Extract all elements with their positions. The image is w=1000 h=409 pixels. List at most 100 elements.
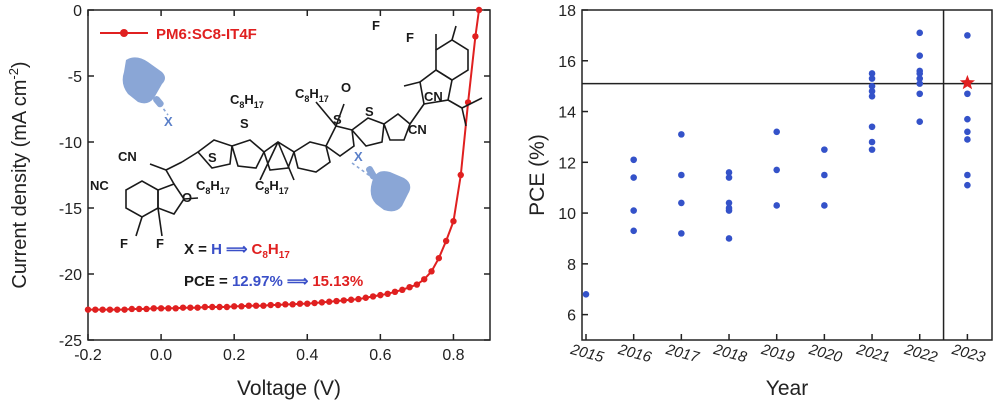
- y-tick-label: 8: [567, 257, 576, 274]
- atom-label-f-4: F: [406, 30, 414, 45]
- pce-point: [916, 80, 924, 87]
- bond: [461, 97, 483, 109]
- y-tick-label: 10: [558, 206, 576, 223]
- alkyl-chain-label-3: C8H17: [196, 178, 230, 196]
- jv-legend: PM6:SC8-IT4F: [100, 26, 257, 43]
- jv-point: [406, 284, 413, 291]
- pce-point: [868, 75, 876, 82]
- jv-point: [194, 304, 201, 311]
- jv-point: [442, 237, 450, 245]
- jv-point: [252, 302, 260, 309]
- bond: [135, 216, 143, 237]
- pce-point: [868, 123, 876, 131]
- jv-point: [121, 306, 128, 313]
- y-tick-label: -5: [68, 69, 82, 86]
- pce-point: [964, 32, 971, 39]
- jv-point: [311, 299, 318, 307]
- jv-point: [128, 305, 136, 313]
- jv-point: [187, 304, 194, 311]
- pce-year-figure: 6 8 10 12 14 16 18 2015 2016 2017 2018 2019 2020 2021…: [526, 3, 993, 400]
- jv-point: [472, 33, 479, 40]
- pce-point: [773, 128, 780, 136]
- pce-point: [630, 207, 637, 214]
- thiophene-ring-4: [383, 112, 411, 141]
- x-axis-label: Voltage (V): [237, 377, 341, 400]
- pce-point: [964, 128, 971, 136]
- bond: [183, 197, 199, 200]
- jv-point: [435, 254, 443, 262]
- pce-point: [678, 230, 685, 237]
- jv-series: [84, 6, 483, 313]
- pce-point: [916, 118, 924, 125]
- jv-point: [384, 290, 391, 297]
- jv-point: [238, 303, 245, 310]
- pce-point: [916, 70, 924, 77]
- jv-curve-line: [88, 9, 480, 311]
- jv-point: [428, 268, 435, 275]
- x-tick-label: 0.6: [369, 347, 391, 364]
- y-axis-label: Current density (mA cm-2): [6, 61, 31, 288]
- pce-annotation: PCE = 12.97% ⟹ 15.13%: [184, 273, 363, 290]
- svg-text:C8H17: C8H17: [196, 178, 230, 196]
- pce-point: [868, 70, 876, 77]
- pce-point: [630, 156, 637, 164]
- x-axis-label: Year: [766, 377, 808, 400]
- jv-point: [340, 297, 348, 304]
- x-tick-label: 2020: [806, 341, 844, 366]
- pce-axes: 6 8 10 12 14 16 18 2015 2016 2017 2018 2019 2020 2021…: [526, 3, 993, 400]
- bond: [447, 99, 463, 109]
- atom-label-x: X: [164, 114, 173, 129]
- svg-text:C8H17: C8H17: [295, 86, 329, 104]
- atom-label-s-4: S: [333, 112, 342, 127]
- thiophene-ring-2: [231, 139, 265, 169]
- pce-point: [725, 174, 733, 181]
- atom-label-o: O: [182, 190, 192, 205]
- jv-curve-figure: -0.2 0.0 0.2 0.4 0.6 0.8 -25 -20 -15 -10 -5 0 Voltag…: [6, 3, 491, 400]
- pce-point: [868, 82, 876, 90]
- pce-point: [725, 207, 733, 214]
- pce-point: [964, 136, 971, 143]
- alkyl-chain-label: C8H17: [230, 92, 264, 110]
- jv-point: [260, 302, 267, 309]
- x-tick-label: 0.8: [442, 347, 464, 364]
- svg-text:C8H17: C8H17: [230, 92, 264, 110]
- jv-point: [106, 306, 114, 313]
- atom-label-nc: NC: [90, 178, 109, 193]
- jv-point: [245, 302, 252, 309]
- atom-label-f: F: [120, 236, 128, 251]
- x-tick-label: 2015: [568, 341, 606, 366]
- y-axis-label: PCE (%): [526, 134, 549, 216]
- jv-point: [135, 305, 143, 313]
- pce-point: [821, 146, 828, 153]
- jv-point: [157, 305, 165, 312]
- jv-point: [267, 301, 274, 309]
- jv-point: [143, 305, 150, 313]
- cyclopenta-ring: [263, 141, 295, 171]
- bond: [335, 103, 345, 127]
- jv-point: [475, 6, 483, 14]
- pce-point: [868, 93, 876, 100]
- cyclopenta-ring-2: [324, 125, 355, 157]
- molecule-structure: [122, 25, 483, 237]
- jv-point: [347, 296, 355, 303]
- x-tick-label: 2019: [759, 341, 797, 366]
- pce-point: [630, 174, 637, 181]
- pce-point: [725, 199, 733, 207]
- pce-point: [821, 202, 828, 209]
- jv-point: [457, 171, 464, 179]
- pce-point: [916, 90, 924, 98]
- bond: [409, 103, 425, 125]
- bond: [165, 161, 183, 171]
- jv-point: [230, 303, 238, 310]
- thiophene-ring-3: [350, 117, 385, 147]
- pce-point: [773, 202, 780, 209]
- jv-axes: -0.2 0.0 0.2 0.4 0.6 0.8 -25 -20 -15 -10 -5 0 Voltag…: [6, 3, 491, 400]
- x-tick-label: -0.2: [74, 347, 102, 364]
- jv-point: [223, 303, 231, 311]
- jv-point: [84, 306, 92, 313]
- pce-point: [678, 131, 685, 138]
- x-tick-label: 2023: [949, 341, 987, 366]
- pce-point: [868, 146, 876, 153]
- y-tick-label: 14: [558, 105, 576, 122]
- jv-point: [150, 305, 157, 312]
